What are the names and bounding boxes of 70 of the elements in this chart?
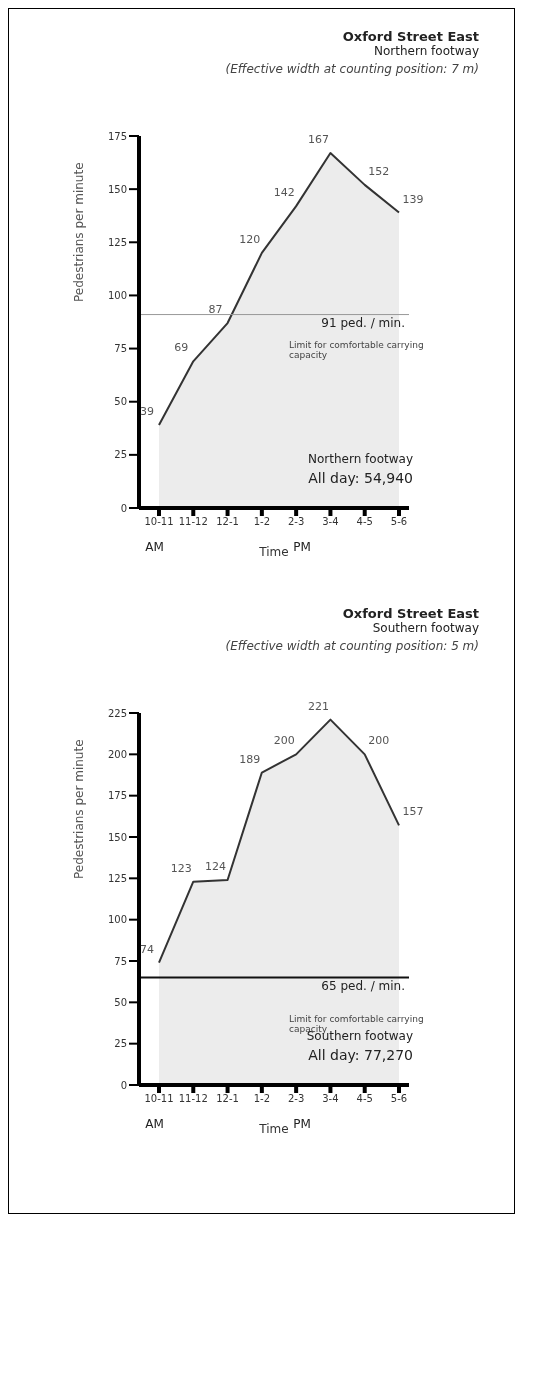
y-tick-label: 50 [114, 396, 127, 408]
x-axis-title: Time [258, 545, 289, 559]
annotation: All day: 54,940 [308, 470, 413, 486]
x-tick-label: 2-3 [287, 516, 305, 528]
y-tick-label: 50 [114, 996, 127, 1008]
y-tick-label: 25 [114, 449, 127, 461]
chart-title: Oxford Street East [341, 29, 479, 44]
x-axis-title: Time [258, 1122, 289, 1136]
x-tick-label: 1-2 [253, 1093, 271, 1105]
text: (Effective width at counting position: 7 m) [224, 62, 479, 76]
x-tick-label: 4-5 [356, 1093, 373, 1105]
y-tick-label: 100 [107, 289, 127, 301]
y-tick-label: 0 [120, 1079, 127, 1091]
data-label: 124 [205, 859, 227, 873]
data-label: 152 [368, 164, 390, 178]
chart-subtitle: Northern footway [373, 44, 479, 58]
chart-subtitle: Southern footway [371, 621, 479, 635]
y-tick-label: 0 [120, 502, 127, 514]
x-tick-label: 3-4 [322, 516, 339, 528]
y-tick-label: 225 [107, 707, 127, 719]
data-label: 69 [174, 341, 189, 355]
y-tick-label: 150 [107, 831, 127, 843]
x-tick-label: 10-11 [144, 1093, 174, 1105]
x-tick-label: 2-3 [287, 1093, 305, 1105]
data-label: 123 [170, 861, 192, 875]
x-tick-label: 11-12 [178, 516, 208, 528]
annotation: All day: 77,270 [307, 1047, 413, 1063]
x-tick-label: 5-6 [390, 516, 408, 528]
text: AM [145, 1117, 164, 1131]
data-label: 87 [208, 303, 223, 317]
x-tick-label: 10-11 [144, 516, 174, 528]
data-label: 189 [239, 752, 261, 766]
data-label: 221 [307, 699, 329, 713]
x-tick-label: 11-12 [178, 1093, 208, 1105]
ref-line-label: 65 ped. / min. [321, 979, 405, 994]
x-tick-label: 12-1 [216, 1093, 239, 1105]
y-axis-title: Pedestrians per minute [72, 739, 87, 879]
x-tick-label: 3-4 [322, 1093, 339, 1105]
data-label: 167 [307, 133, 329, 147]
y-axis-title: Pedestrians per minute [72, 162, 87, 302]
x-tick-label: 4-5 [356, 516, 373, 528]
x-tick-label: 12-1 [216, 516, 239, 528]
y-tick-label: 200 [107, 748, 127, 760]
y-tick-label: 175 [107, 130, 127, 142]
annotation: Northern footway [308, 452, 413, 466]
text: AM [145, 540, 164, 554]
y-tick-label: 175 [107, 790, 127, 802]
text: PM [293, 1117, 311, 1131]
data-label: 39 [140, 405, 154, 419]
x-tick-label: 1-2 [253, 516, 271, 528]
data-label: 157 [402, 805, 424, 819]
data-label: 200 [368, 734, 390, 748]
y-tick-label: 75 [114, 955, 127, 967]
y-tick-label: 75 [114, 343, 127, 355]
data-label: 120 [239, 232, 261, 246]
y-tick-label: 150 [107, 183, 127, 195]
y-tick-label: 125 [107, 236, 127, 248]
data-label: 200 [273, 734, 295, 748]
chart-title: Oxford Street East [341, 606, 479, 621]
data-label: 139 [402, 192, 424, 206]
text: (Effective width at counting position: 5 m) [224, 639, 479, 653]
y-tick-label: 125 [107, 872, 127, 884]
x-tick-label: 5-6 [390, 1093, 408, 1105]
data-label: 142 [273, 186, 295, 200]
annotation: Limit for comfortable carrying capacity [289, 339, 425, 360]
data-label: 74 [140, 942, 154, 956]
text: PM [293, 540, 311, 554]
ref-line-label: 91 ped. / min. [321, 316, 405, 331]
y-tick-label: 25 [114, 1038, 127, 1050]
y-tick-label: 100 [107, 914, 127, 926]
